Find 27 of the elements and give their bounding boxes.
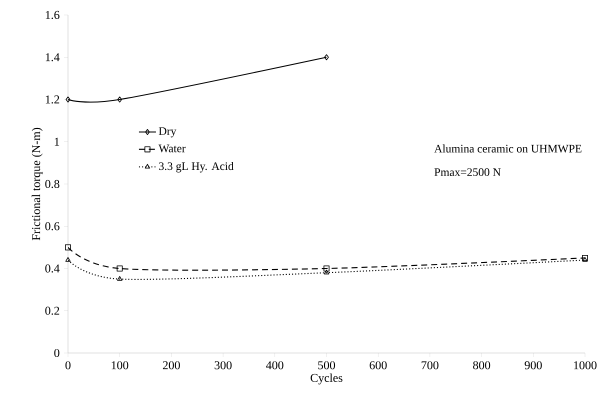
x-tick-label: 700 xyxy=(422,361,438,370)
y-tick-label: 1.6 xyxy=(46,10,60,20)
y-tick-label: 1 xyxy=(54,138,60,146)
y-tick-label: 0.2 xyxy=(45,306,60,315)
x-tick-label: 200 xyxy=(162,361,180,370)
y-tick-label: 0.6 xyxy=(45,222,60,230)
x-tick-label: 900 xyxy=(524,361,542,370)
x-tick-label: 1000 xyxy=(574,361,597,370)
annotation: Alumina ceramic on UHMWPE xyxy=(434,144,582,153)
y-tick-label: 1.2 xyxy=(46,95,60,104)
y-tick-label: 0.4 xyxy=(45,264,60,273)
x-tick-label: 100 xyxy=(112,361,128,370)
annotation: Pmax=2500 N xyxy=(434,168,501,176)
x-axis-title: Cycles xyxy=(310,373,342,384)
x-tick-label: 0 xyxy=(65,361,71,370)
x-tick-label: 300 xyxy=(214,361,232,370)
y-tick-label: 0 xyxy=(54,348,60,358)
x-tick-label: 500 xyxy=(318,361,336,370)
y-tick-label: 1.4 xyxy=(46,53,60,62)
y-tick-label: 0.8 xyxy=(45,180,60,188)
y-axis-title: Frictional torque (N-m) xyxy=(32,128,43,240)
x-tick-label: 600 xyxy=(370,361,387,370)
x-tick-label: 400 xyxy=(266,361,284,370)
x-tick-label: 800 xyxy=(473,361,490,370)
legend-label: Water xyxy=(158,144,186,152)
legend-label: Dry xyxy=(158,127,176,138)
legend-label: 3.3 gL Hy. Acid xyxy=(159,162,234,172)
